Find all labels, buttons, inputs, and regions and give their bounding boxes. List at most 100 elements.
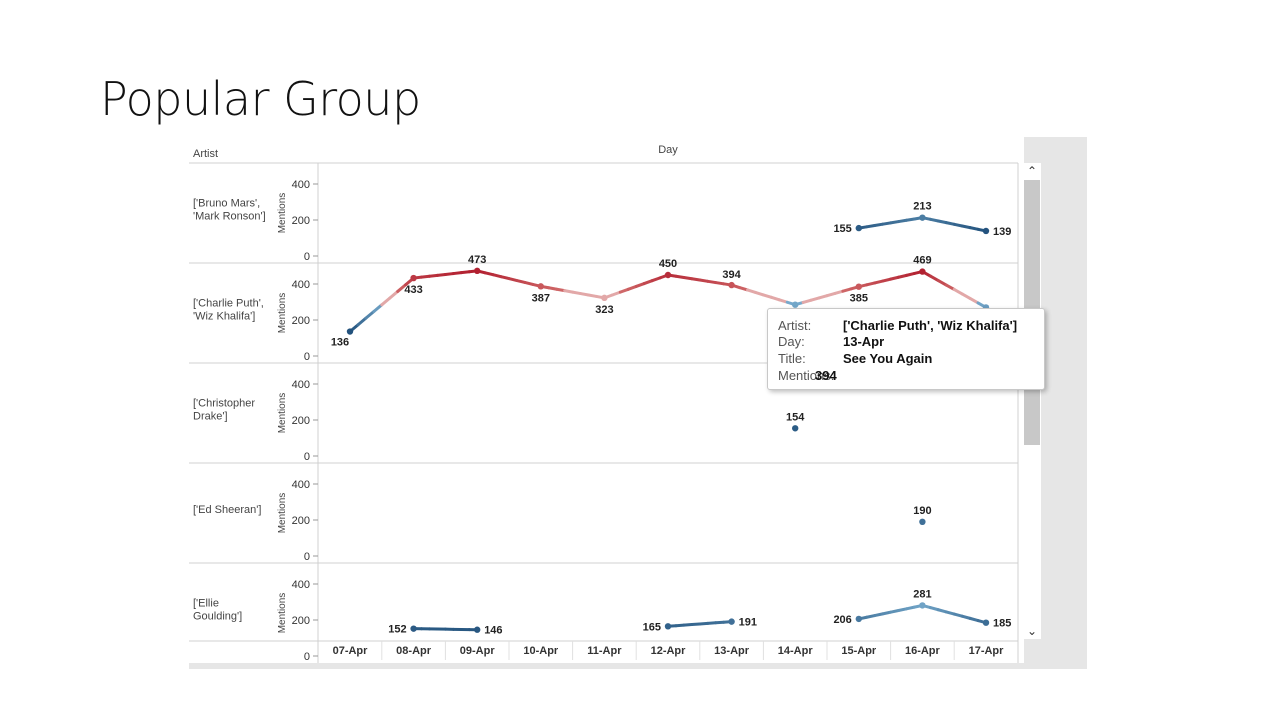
data-point bbox=[982, 619, 990, 626]
series-line-segment bbox=[356, 316, 368, 327]
data-label: 136 bbox=[331, 337, 349, 349]
y-tick-label: 200 bbox=[292, 615, 310, 627]
data-point bbox=[728, 281, 735, 289]
data-point bbox=[664, 623, 672, 630]
data-point bbox=[346, 328, 354, 335]
x-tick-label: 10-Apr bbox=[523, 645, 559, 657]
data-label: 433 bbox=[404, 284, 422, 296]
data-label: 165 bbox=[643, 621, 661, 633]
data-label: 185 bbox=[993, 618, 1011, 630]
data-point bbox=[601, 294, 608, 302]
data-label: 154 bbox=[786, 411, 805, 423]
data-label: 394 bbox=[722, 269, 741, 281]
y-tick-label: 200 bbox=[292, 215, 310, 227]
series-line-segment bbox=[388, 289, 400, 300]
tooltip-title-value: See You Again bbox=[843, 351, 933, 366]
data-point bbox=[855, 615, 862, 623]
artist-label: ['Ed Sheeran'] bbox=[193, 504, 261, 516]
y-axis-title: Mentions bbox=[277, 593, 288, 634]
x-tick-label: 11-Apr bbox=[587, 645, 622, 657]
y-tick-label: 0 bbox=[304, 251, 310, 263]
y-tick-label: 0 bbox=[304, 551, 310, 563]
data-point bbox=[855, 283, 862, 290]
x-tick-label: 08-Apr bbox=[396, 645, 432, 657]
y-tick-label: 400 bbox=[292, 279, 310, 291]
y-tick-label: 0 bbox=[304, 651, 310, 663]
data-point bbox=[474, 626, 481, 633]
data-label: 146 bbox=[484, 625, 502, 637]
artist-label: Drake'] bbox=[193, 411, 228, 423]
data-point bbox=[728, 618, 735, 625]
y-tick-label: 400 bbox=[292, 579, 310, 591]
tooltip-mentions-key: Mentions: bbox=[778, 368, 835, 383]
artist-label: ['Christopher bbox=[193, 398, 255, 410]
artist-label: ['Bruno Mars', bbox=[193, 198, 260, 210]
series-line-segment bbox=[364, 309, 376, 320]
x-tick-label: 09-Apr bbox=[460, 645, 496, 657]
data-label: 190 bbox=[913, 505, 931, 517]
data-tooltip: Artist: ['Charlie Puth', 'Wiz Khalifa'] … bbox=[767, 308, 1045, 390]
series-line-segment bbox=[936, 279, 948, 287]
y-axis-title: Mentions bbox=[277, 393, 288, 434]
vertical-scrollbar[interactable]: ⌃ ⌄ bbox=[1023, 163, 1041, 639]
data-point bbox=[919, 518, 926, 525]
tooltip-day-value: 13-Apr bbox=[843, 334, 885, 349]
data-point bbox=[982, 227, 990, 235]
data-point bbox=[664, 271, 672, 279]
artist-label: ['Charlie Puth', bbox=[193, 298, 264, 310]
series-line-segment bbox=[396, 283, 408, 293]
data-label: 281 bbox=[913, 588, 931, 600]
y-axis-title: Mentions bbox=[277, 293, 288, 334]
x-tick-label: 14-Apr bbox=[778, 645, 814, 657]
row-header-artist: Artist bbox=[193, 148, 218, 160]
chevron-up-icon[interactable]: ⌃ bbox=[1026, 164, 1038, 178]
tooltip-mentions-value: 394 bbox=[815, 368, 837, 383]
series-line-segment bbox=[944, 283, 956, 291]
y-axis-title: Mentions bbox=[277, 193, 288, 234]
y-tick-label: 400 bbox=[292, 479, 310, 491]
artist-label: ['Ellie bbox=[193, 598, 219, 610]
visualization-frame bbox=[189, 137, 1087, 669]
y-tick-label: 0 bbox=[304, 351, 310, 363]
data-point bbox=[537, 283, 544, 290]
series-line-segment bbox=[928, 274, 940, 283]
x-tick-label: 17-Apr bbox=[969, 645, 1005, 657]
artist-label: 'Wiz Khalifa'] bbox=[193, 311, 255, 323]
series-line-segment bbox=[380, 296, 392, 307]
artist-label: Goulding'] bbox=[193, 611, 242, 623]
data-label: 213 bbox=[913, 201, 931, 213]
y-tick-label: 200 bbox=[292, 315, 310, 327]
data-label: 152 bbox=[388, 624, 406, 636]
tooltip-artist-key: Artist: bbox=[778, 318, 812, 333]
data-point bbox=[792, 301, 799, 308]
data-label: 385 bbox=[850, 293, 868, 305]
series-line-segment bbox=[960, 292, 972, 300]
data-label: 155 bbox=[833, 223, 851, 235]
slide-title: Popular Group bbox=[100, 72, 421, 126]
y-tick-label: 200 bbox=[292, 415, 310, 427]
data-label: 387 bbox=[532, 292, 550, 304]
data-point bbox=[919, 214, 926, 221]
column-header-day: Day bbox=[658, 144, 678, 156]
x-tick-label: 16-Apr bbox=[905, 645, 941, 657]
x-tick-label: 07-Apr bbox=[333, 645, 369, 657]
chevron-down-icon[interactable]: ⌄ bbox=[1026, 624, 1038, 638]
data-point bbox=[919, 268, 926, 275]
y-tick-label: 200 bbox=[292, 515, 310, 527]
data-label: 206 bbox=[833, 614, 851, 626]
series-line-segment bbox=[372, 303, 384, 313]
y-axis-title: Mentions bbox=[277, 493, 288, 534]
data-label: 469 bbox=[913, 255, 931, 267]
tooltip-artist-value: ['Charlie Puth', 'Wiz Khalifa'] bbox=[843, 318, 1018, 333]
data-point bbox=[919, 602, 926, 609]
data-point bbox=[855, 224, 862, 232]
series-line-segment bbox=[952, 287, 964, 296]
series-line-segment bbox=[968, 296, 980, 305]
y-tick-label: 400 bbox=[292, 379, 310, 391]
x-tick-label: 12-Apr bbox=[651, 645, 687, 657]
x-tick-label: 15-Apr bbox=[841, 645, 877, 657]
y-tick-label: 400 bbox=[292, 179, 310, 191]
data-label: 139 bbox=[993, 226, 1011, 238]
artist-label: 'Mark Ronson'] bbox=[193, 211, 266, 223]
